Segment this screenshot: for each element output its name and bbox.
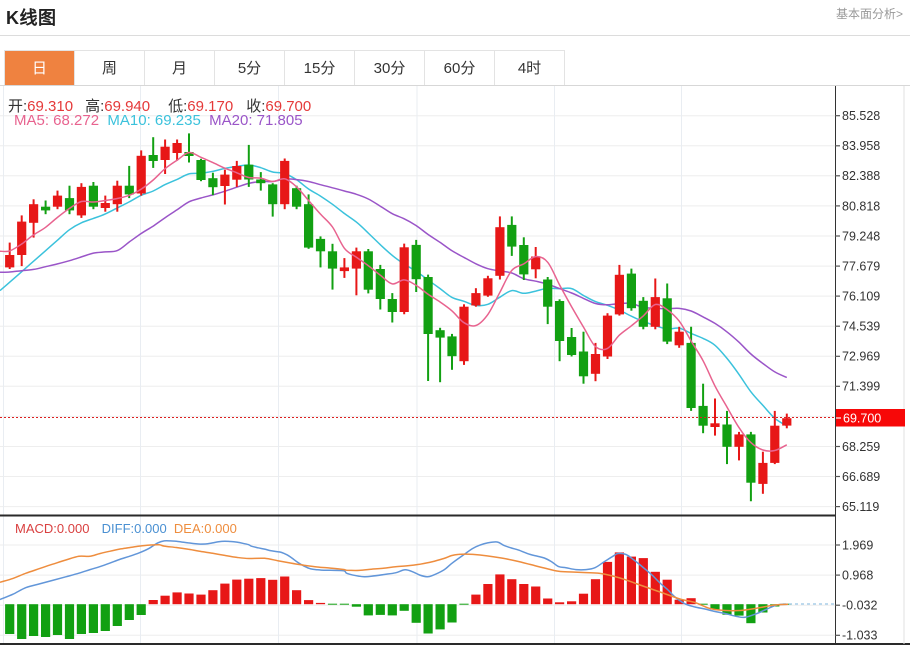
svg-text:80.818: 80.818 — [842, 199, 880, 213]
svg-text:-0.032: -0.032 — [842, 599, 877, 613]
svg-text:69.700: 69.700 — [843, 412, 881, 426]
svg-text:-1.033: -1.033 — [842, 629, 877, 643]
svg-text:79.248: 79.248 — [842, 229, 880, 243]
svg-text:77.679: 77.679 — [842, 259, 880, 273]
svg-text:68.259: 68.259 — [842, 440, 880, 454]
svg-text:76.109: 76.109 — [842, 290, 880, 304]
svg-text:71.399: 71.399 — [842, 380, 880, 394]
svg-text:65.119: 65.119 — [842, 500, 879, 514]
svg-text:72.969: 72.969 — [842, 350, 880, 364]
svg-text:74.539: 74.539 — [842, 320, 880, 334]
svg-text:83.958: 83.958 — [842, 139, 880, 153]
svg-text:66.689: 66.689 — [842, 470, 880, 484]
svg-text:0.968: 0.968 — [842, 569, 873, 583]
svg-text:1.969: 1.969 — [842, 538, 873, 552]
svg-text:82.388: 82.388 — [842, 169, 880, 183]
svg-text:85.528: 85.528 — [842, 109, 880, 123]
